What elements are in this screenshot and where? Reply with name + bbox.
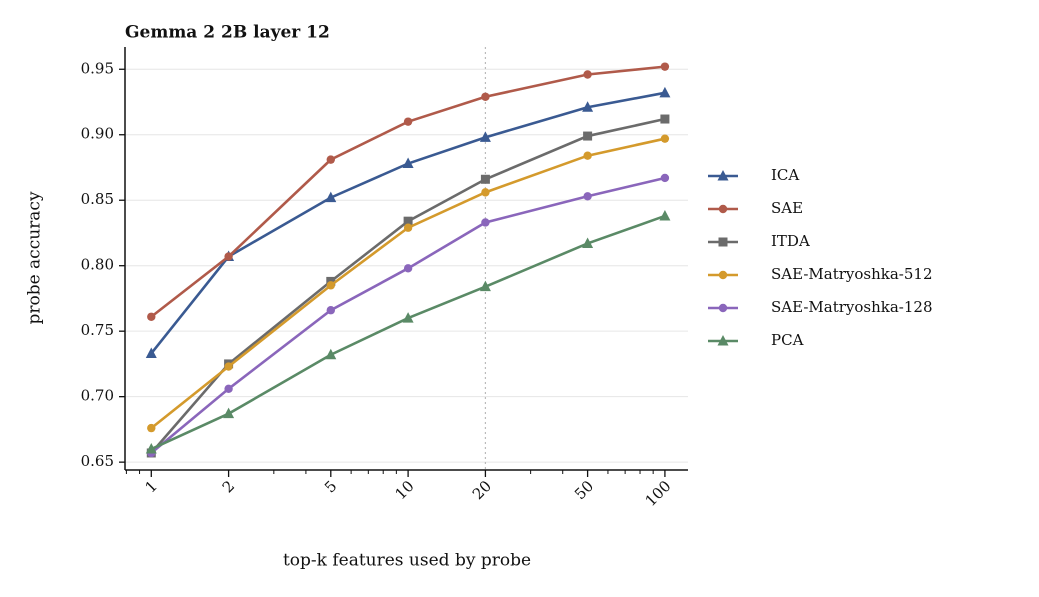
- marker: [325, 191, 337, 203]
- y-tick-label: 0.95: [81, 59, 114, 77]
- y-axis-label: probe accuracy: [25, 191, 45, 324]
- marker: [479, 131, 491, 142]
- marker: [402, 157, 414, 169]
- series-line: [150, 117, 666, 454]
- marker: [403, 264, 413, 273]
- marker: [660, 62, 670, 71]
- marker: [481, 188, 490, 197]
- marker: [582, 101, 594, 112]
- x-axis-label: top-k features used by probe: [283, 551, 531, 571]
- marker: [717, 335, 729, 346]
- marker: [479, 280, 491, 292]
- marker: [147, 312, 156, 321]
- legend-label: SAE-Matryoshka-128: [771, 298, 933, 316]
- y-tick-label: 0.90: [81, 125, 114, 143]
- legend-label: ITDA: [771, 232, 810, 250]
- legend-label: SAE: [771, 199, 803, 217]
- marker: [403, 223, 413, 232]
- marker: [718, 204, 728, 214]
- marker: [403, 216, 413, 226]
- legend-label: SAE-Matryoshka-512: [771, 265, 933, 283]
- legend-entry: ICA: [708, 166, 799, 184]
- marker: [659, 209, 671, 221]
- marker: [325, 348, 337, 360]
- marker: [583, 70, 592, 79]
- marker: [224, 252, 233, 261]
- marker: [582, 237, 594, 248]
- marker: [583, 192, 592, 201]
- marker: [145, 347, 157, 358]
- marker: [481, 92, 490, 101]
- marker: [717, 170, 729, 181]
- marker: [223, 407, 235, 419]
- y-tick-label: 0.65: [81, 452, 114, 470]
- marker: [147, 423, 156, 433]
- marker: [481, 218, 490, 227]
- legend-label: ICA: [771, 166, 799, 184]
- marker: [402, 312, 414, 323]
- marker: [660, 134, 670, 143]
- legend-entry: SAE-Matryoshka-512: [708, 265, 933, 283]
- legend-entry: ITDA: [708, 232, 810, 250]
- marker: [145, 443, 157, 454]
- x-tick-label: 2: [219, 477, 238, 496]
- y-tick-label: 0.75: [81, 321, 114, 339]
- marker: [480, 174, 490, 184]
- marker: [403, 117, 413, 126]
- marker: [660, 114, 670, 124]
- marker: [224, 384, 233, 394]
- marker: [583, 151, 592, 160]
- legend-entry: PCA: [708, 331, 804, 349]
- x-tick-label: 10: [392, 477, 418, 503]
- x-tick-label: 100: [642, 477, 675, 510]
- marker: [326, 155, 335, 164]
- x-tick-label: 20: [469, 477, 495, 503]
- legend-entry: SAE: [708, 199, 803, 217]
- marker: [224, 362, 233, 371]
- marker: [660, 173, 670, 183]
- x-tick-label: 1: [141, 477, 160, 496]
- x-tick-label: 50: [571, 477, 597, 503]
- marker: [583, 131, 593, 141]
- marker: [718, 303, 728, 313]
- marker: [718, 270, 728, 280]
- marker: [326, 281, 335, 290]
- marker: [718, 237, 728, 247]
- y-tick-label: 0.85: [81, 190, 114, 208]
- legend-entry: SAE-Matryoshka-128: [708, 298, 933, 316]
- legend-label: PCA: [771, 331, 804, 349]
- y-tick-label: 0.70: [81, 387, 114, 405]
- x-tick-label: 5: [321, 477, 340, 496]
- marker: [326, 306, 335, 315]
- y-tick-label: 0.80: [81, 256, 114, 274]
- chart-title: Gemma 2 2B layer 12: [125, 23, 330, 43]
- marker: [659, 86, 671, 98]
